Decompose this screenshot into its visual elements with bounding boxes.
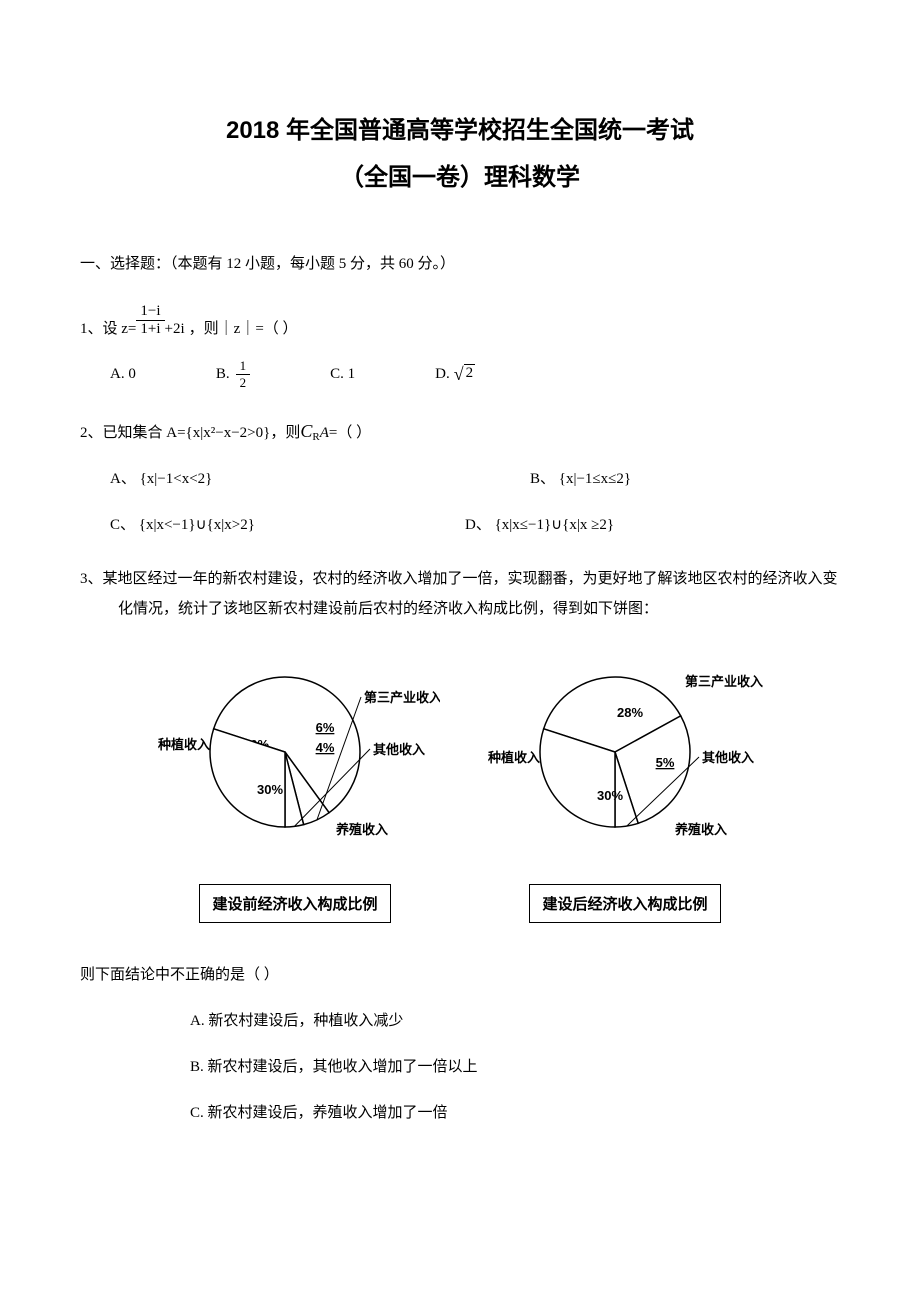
q1-frac-suffix: +2i [165,321,185,338]
svg-text:6%: 6% [316,720,335,735]
svg-text:28%: 28% [617,705,643,720]
q3-options: A. 新农村建设后，种植收入减少 B. 新农村建设后，其他收入增加了一倍以上 C… [190,1009,840,1122]
q2-option-b: B、 {x|−1≤x≤2} [530,467,631,488]
pie-chart-before: 60%种植收入6%第三产业收入4%其他收入30%养殖收入 [150,654,440,849]
q2-suffix: =（ ） [329,421,371,442]
q2-complement-var: A [320,425,329,442]
q1-option-b-num: 1 [236,358,251,375]
q1-option-d: D. √ 2 [435,364,475,385]
svg-text:5%: 5% [656,755,675,770]
q2-options-row2: C、 {x|x<−1}∪{x|x>2} D、 {x|x≤−1}∪{x|x ≥2} [80,513,840,534]
q3-text: 3、某地区经过一年的新农村建设，农村的经济收入增加了一倍，实现翻番，为更好地了解… [80,564,840,624]
q1-options: A. 0 B. 1 2 C. 1 D. √ 2 [80,358,840,391]
svg-text:种植收入: 种植收入 [487,750,540,765]
title-line2: （全国一卷）理科数学 [80,157,840,192]
title-line1: 2018 年全国普通高等学校招生全国统一考试 [80,110,840,145]
q3-chart-before-caption: 建设前经济收入构成比例 [199,884,390,923]
q1-option-b: B. 1 2 [216,358,250,391]
sqrt-icon: √ [454,364,464,385]
q1: 1、设 z= 1−i 1+i +2i ，则｜z｜=（ ） A. 0 B. 1 2… [80,303,840,391]
svg-text:30%: 30% [257,782,283,797]
section1-header: 一、选择题：（本题有 12 小题，每小题 5 分，共 60 分。） [80,252,840,273]
q1-option-d-rad: 2 [464,364,476,382]
svg-text:第三产业收入: 第三产业收入 [364,690,440,705]
q3-conclusion-intro: 则下面结论中不正确的是（ ） [80,963,840,984]
svg-text:养殖收入: 养殖收入 [674,822,727,837]
svg-text:30%: 30% [597,788,623,803]
q3-option-c: C. 新农村建设后，养殖收入增加了一倍 [190,1101,840,1122]
q1-frac-num: 1−i [136,303,164,321]
q2-option-a: A、 {x|−1<x<2} [110,467,350,488]
q3-charts: 60%种植收入6%第三产业收入4%其他收入30%养殖收入 建设前经济收入构成比例… [80,654,840,923]
q1-option-b-den: 2 [236,375,251,391]
q2: 2、已知集合 A={x|x²−x−2>0}，则 C R A =（ ） A、 {x… [80,421,840,534]
q1-frac-den: 1+i [136,321,164,338]
q2-option-c: C、 {x|x<−1}∪{x|x>2} [110,513,350,534]
svg-text:种植收入: 种植收入 [157,737,210,752]
q1-option-a: A. 0 [110,366,136,383]
q3-option-a: A. 新农村建设后，种植收入减少 [190,1009,840,1030]
q3-chart-after-caption: 建设后经济收入构成比例 [529,884,720,923]
q1-option-d-label: D. [435,366,450,383]
q2-complement: C R A [300,421,329,442]
q3: 3、某地区经过一年的新农村建设，农村的经济收入增加了一倍，实现翻番，为更好地了解… [80,564,840,1122]
svg-text:4%: 4% [316,740,335,755]
svg-text:养殖收入: 养殖收入 [335,822,388,837]
q3-chart-after: 37%种植收入28%第三产业收入5%其他收入30%养殖收入 建设后经济收入构成比… [480,654,770,923]
q2-prefix: 2、已知集合 A={x|x²−x−2>0}，则 [80,421,300,442]
pie-chart-after: 37%种植收入28%第三产业收入5%其他收入30%养殖收入 [480,654,770,849]
q2-complement-sub: R [312,431,319,443]
q1-prefix: 1、设 z= [80,317,136,338]
svg-text:第三产业收入: 第三产业收入 [685,674,763,689]
q1-option-b-label: B. [216,366,230,383]
q2-options-row1: A、 {x|−1<x<2} B、 {x|−1≤x≤2} [80,467,840,488]
q3-option-b: B. 新农村建设后，其他收入增加了一倍以上 [190,1055,840,1076]
q1-fraction: 1−i 1+i [136,303,164,338]
q3-chart-before: 60%种植收入6%第三产业收入4%其他收入30%养殖收入 建设前经济收入构成比例 [150,654,440,923]
svg-text:其他收入: 其他收入 [702,750,754,765]
q2-option-d: D、 {x|x≤−1}∪{x|x ≥2} [465,513,614,534]
q1-option-c: C. 1 [330,366,355,383]
svg-text:其他收入: 其他收入 [373,742,425,757]
q1-suffix: ，则｜z｜=（ ） [189,317,298,338]
